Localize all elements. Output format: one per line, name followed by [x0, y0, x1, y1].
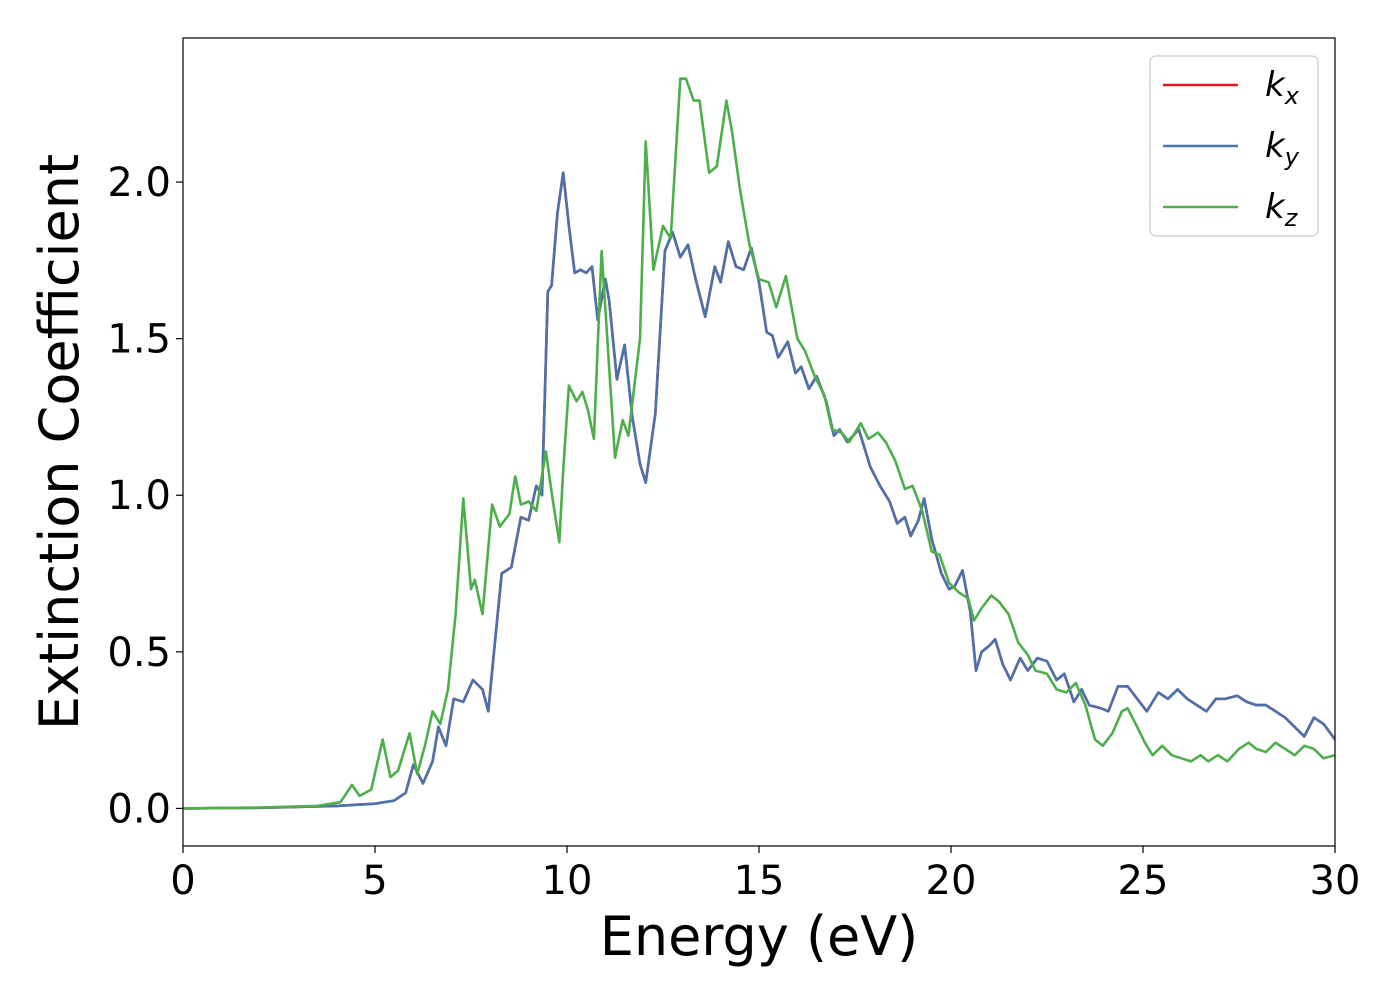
x-tick-label: 5: [362, 858, 387, 904]
y-tick-label: 0.5: [107, 630, 171, 676]
y-axis-ticks: 0.0 0.5 1.0 1.5 2.0: [107, 160, 183, 832]
series-line-x: [183, 171, 1335, 810]
legend-label-x: kx: [1265, 65, 1300, 110]
x-tick-label: 25: [1118, 858, 1169, 904]
x-axis-label: Energy (eV): [600, 905, 919, 968]
y-tick-label: 2.0: [107, 160, 171, 206]
legend-label-y: ky: [1265, 126, 1300, 171]
y-tick-label: 0.0: [107, 786, 171, 832]
legend: kx ky kz: [1149, 55, 1319, 237]
x-tick-label: 30: [1310, 858, 1361, 904]
series-line-z: [183, 77, 1335, 810]
y-tick-label: 1.5: [107, 317, 171, 363]
x-tick-label: 0: [170, 858, 195, 904]
series-line-y: [183, 171, 1335, 810]
legend-label-z: kz: [1265, 187, 1299, 232]
series-lines: [183, 77, 1335, 810]
y-axis-label: Extinction Coefficient: [28, 154, 91, 730]
x-tick-label: 20: [926, 858, 977, 904]
x-tick-label: 15: [734, 858, 785, 904]
x-tick-label: 10: [542, 858, 593, 904]
x-axis-ticks: 0 5 10 15 20 25 30: [170, 846, 1360, 904]
y-tick-label: 1.0: [107, 473, 171, 519]
